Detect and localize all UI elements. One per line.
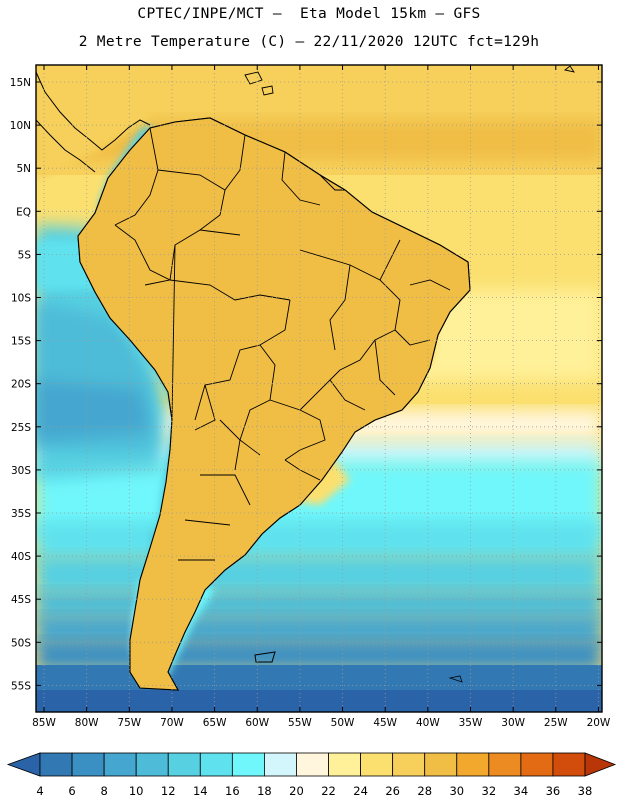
colorbar-swatch — [135, 752, 169, 777]
lat-label: 30S — [11, 465, 31, 477]
lat-label: 15S — [11, 336, 31, 348]
colorbar-label: 18 — [257, 784, 272, 798]
colorbar-swatch — [103, 752, 137, 777]
colorbar-arrow-low — [6, 752, 41, 777]
lon-label: 55W — [288, 717, 312, 729]
colorbar-swatch — [39, 752, 73, 777]
lat-label: 50S — [11, 637, 31, 649]
lat-label: 35S — [11, 508, 31, 520]
colorbar-label: 14 — [193, 784, 208, 798]
colorbar-label: 22 — [321, 784, 336, 798]
colorbar-label: 26 — [385, 784, 400, 798]
lat-label: 25S — [11, 422, 31, 434]
colorbar-label: 24 — [353, 784, 368, 798]
lat-label: EQ — [16, 206, 31, 218]
lat-label: 55S — [11, 680, 31, 692]
colorbar-swatch — [360, 752, 394, 777]
colorbar-label: 4 — [36, 784, 43, 798]
colorbar-swatch — [264, 752, 297, 777]
colorbar-label: 12 — [161, 784, 176, 798]
colorbar-swatch — [199, 752, 233, 777]
colorbar-swatch — [520, 752, 554, 777]
lat-label: 5N — [16, 163, 31, 175]
colorbar-label: 38 — [578, 784, 593, 798]
lon-label: 70W — [160, 717, 184, 729]
colorbar-label: 8 — [100, 784, 107, 798]
colorbar-label: 6 — [68, 784, 75, 798]
axis-ticks — [36, 65, 602, 712]
lon-label: 65W — [203, 717, 227, 729]
colorbar-label: 32 — [482, 784, 497, 798]
lat-label: 20S — [11, 379, 31, 391]
lat-label: 15N — [10, 77, 31, 89]
lon-label: 50W — [331, 717, 355, 729]
map-frame — [35, 64, 603, 713]
colorbar-label: 28 — [417, 784, 432, 798]
colorbar-labels: 4 6 8 10 12 14 16 18 20 22 24 26 28 30 32 34 36 38 — [36, 784, 592, 798]
colorbar-label: 34 — [514, 784, 529, 798]
colorbar-label: 20 — [289, 784, 304, 798]
chart-subtitle: 2 Metre Temperature (C) – 22/11/2020 12U… — [78, 34, 540, 50]
colorbar-label: 36 — [546, 784, 561, 798]
lon-label: 75W — [117, 717, 141, 729]
colorbar-swatch — [456, 752, 490, 777]
colorbar-label: 30 — [449, 784, 464, 798]
lon-label: 60W — [245, 717, 269, 729]
lat-label: 40S — [11, 551, 31, 563]
longitude-labels: 85W 80W 75W 70W 65W 60W 55W 50W 45W 40W 35W 30W 25W 2… — [32, 717, 611, 729]
latitude-labels: 15N 10N 5N EQ 5S 10S 15S 20S 25S 30S 35S 40S 45S 50S 5… — [10, 77, 32, 692]
colorbar-swatch — [488, 752, 522, 777]
colorbar-arrow-high — [584, 752, 617, 777]
lon-label: 40W — [416, 717, 440, 729]
colorbar-swatch — [392, 752, 426, 777]
lat-label: 45S — [11, 594, 31, 606]
lon-label: 80W — [75, 717, 99, 729]
colorbar-label: 16 — [225, 784, 240, 798]
chart-title: CPTEC/INPE/MCT – Eta Model 15km – GFS — [137, 6, 481, 22]
lon-label: 30W — [501, 717, 525, 729]
colorbar-swatch — [424, 752, 458, 777]
colorbar-swatch — [71, 752, 105, 777]
country-borders — [114, 127, 451, 561]
map-field — [36, 65, 602, 712]
colorbar-swatch — [328, 752, 361, 777]
colorbar-swatch — [231, 752, 265, 777]
colorbar-swatch — [167, 752, 201, 777]
colorbar — [6, 752, 617, 777]
lat-label: 10S — [11, 293, 31, 305]
lon-label: 20W — [587, 717, 611, 729]
lat-label: 10N — [10, 120, 31, 132]
colorbar-swatch — [296, 752, 329, 777]
lon-label: 35W — [459, 717, 483, 729]
lon-label: 25W — [544, 717, 568, 729]
lat-label: 5S — [18, 249, 32, 261]
colorbar-label: 10 — [129, 784, 144, 798]
lon-label: 45W — [373, 717, 397, 729]
colorbar-swatch — [552, 752, 586, 777]
lon-label: 85W — [32, 717, 56, 729]
